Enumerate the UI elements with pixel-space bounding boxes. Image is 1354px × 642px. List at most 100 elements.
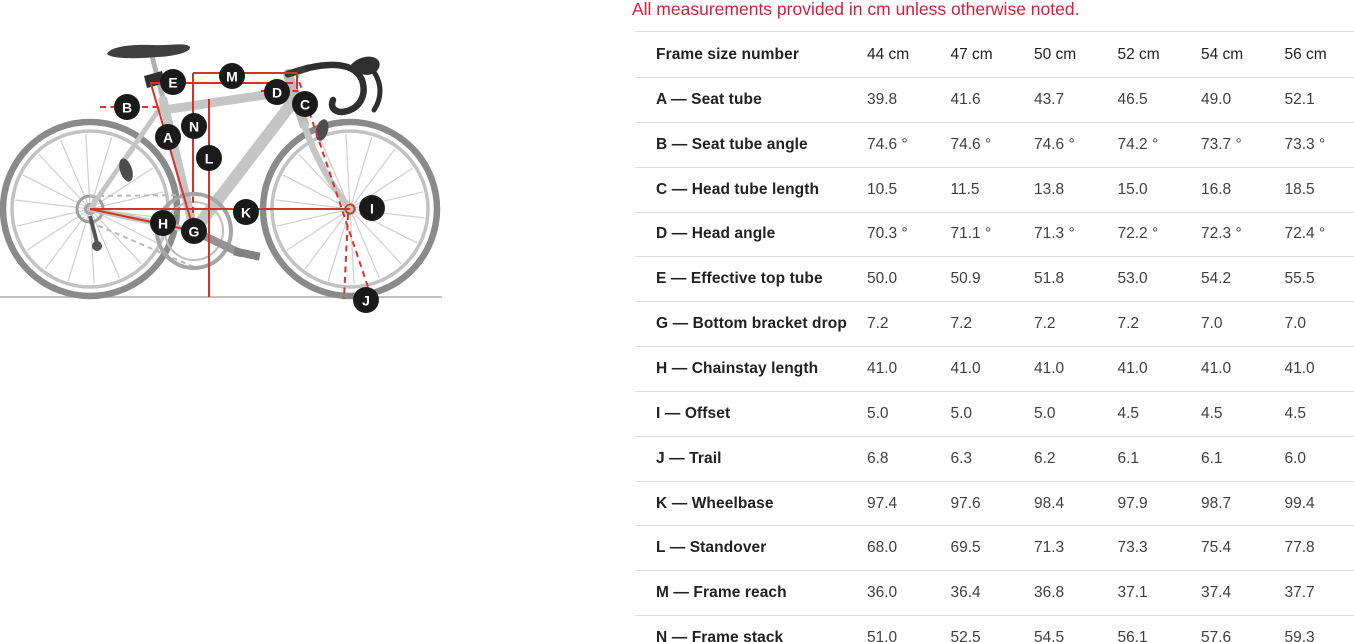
cell-value: 41.6: [950, 90, 981, 108]
cell-value: 77.8: [1284, 539, 1315, 557]
marker-letter: J: [362, 293, 370, 309]
cell-value: 73.3 °: [1284, 135, 1326, 153]
row-label: B — Seat tube angle: [656, 135, 808, 153]
marker-letter: H: [158, 216, 168, 232]
cell-value: 97.6: [950, 494, 981, 512]
cell-value: 50.9: [950, 270, 981, 288]
marker-letter: E: [168, 75, 177, 91]
cell-value: 69.5: [950, 539, 981, 557]
table-row: N — Frame stack 51.0 52.5 54.5 56.1 57.6 59.3: [635, 616, 1354, 642]
cell-value: 6.0: [1284, 449, 1307, 467]
cell-value: 41.0: [867, 359, 898, 377]
cell-value: 54.5: [1034, 629, 1065, 642]
line-J-trail-vertical: [343, 213, 349, 300]
column-header-size: 47 cm: [950, 45, 993, 63]
cell-value: 41.0: [950, 359, 981, 377]
drivetrain: [88, 194, 195, 268]
cell-value: 36.8: [1034, 584, 1065, 602]
table-row: H — Chainstay length 41.0 41.0 41.0 41.0 41.0…: [635, 347, 1354, 392]
marker-letter: K: [241, 205, 251, 221]
marker-letter: M: [226, 69, 238, 85]
cell-value: 54.2: [1201, 270, 1232, 288]
line-H-chainstay: [89, 208, 195, 232]
seat-stay: [87, 101, 166, 212]
fork: [300, 120, 354, 213]
diagram-marker-G: G: [181, 218, 207, 244]
cell-value: 97.9: [1117, 494, 1148, 512]
cell-value: 10.5: [867, 180, 898, 198]
cell-value: 7.2: [1034, 315, 1056, 333]
cell-value: 97.4: [867, 494, 898, 512]
marker-letter: A: [163, 130, 173, 146]
cell-value: 73.3: [1117, 539, 1148, 557]
row-label: M — Frame reach: [656, 584, 787, 602]
cell-value: 7.2: [867, 315, 889, 333]
components: [107, 44, 383, 182]
geometry-table: Frame size number 44 cm 47 cm 50 cm 52 cm 54…: [635, 31, 1354, 642]
cell-value: 46.5: [1117, 90, 1148, 108]
diagram-marker-D: D: [264, 79, 290, 105]
cell-value: 74.6 °: [1034, 135, 1075, 153]
diagram-marker-B: B: [114, 94, 140, 120]
front-brake-caliper: [315, 119, 329, 141]
cell-value: 98.7: [1201, 494, 1232, 512]
diagram-marker-H: H: [150, 210, 176, 236]
table-row: A — Seat tube 39.8 41.6 43.7 46.5 49.0 52.1: [635, 78, 1354, 123]
cell-value: 71.3 °: [1034, 225, 1075, 243]
table-row: M — Frame reach 36.0 36.4 36.8 37.1 37.4 37.7: [635, 571, 1354, 617]
chain-bottom: [89, 221, 195, 268]
cell-value: 51.0: [867, 629, 898, 642]
cell-value: 41.0: [1201, 359, 1232, 377]
cell-value: 52.1: [1284, 90, 1315, 108]
cell-value: 71.3: [1034, 539, 1065, 557]
cell-value: 37.4: [1201, 584, 1232, 602]
measurement-note: All measurements provided in cm unless o…: [632, 0, 1080, 19]
marker-letter: D: [272, 85, 282, 101]
column-header-size: 44 cm: [867, 45, 910, 63]
cell-value: 53.0: [1117, 270, 1148, 288]
cell-value: 74.2 °: [1117, 135, 1159, 153]
row-label: I — Offset: [656, 404, 731, 422]
diagram-marker-A: A: [155, 124, 181, 150]
table-row: E — Effective top tube 50.0 50.9 51.8 53.0 54…: [635, 257, 1354, 303]
cell-value: 5.0: [950, 404, 973, 422]
cell-value: 5.0: [1034, 404, 1056, 422]
pedal: [233, 247, 261, 261]
row-label: K — Wheelbase: [656, 494, 774, 512]
column-header-size: 56 cm: [1284, 45, 1327, 63]
front-hub-mark: [344, 203, 356, 215]
cell-value: 49.0: [1201, 90, 1232, 108]
line-A-seat-tube: [150, 83, 195, 232]
cell-value: 72.4 °: [1284, 225, 1326, 243]
cell-value: 41.0: [1284, 359, 1315, 377]
saddle: [107, 44, 191, 59]
table-header-row: Frame size number 44 cm 47 cm 50 cm 52 cm 54…: [635, 32, 1354, 78]
cell-value: 6.3: [950, 449, 973, 467]
diagram-marker-N: N: [181, 113, 207, 139]
cell-value: 37.1: [1117, 584, 1148, 602]
cell-value: 72.2 °: [1117, 225, 1159, 243]
row-label: H — Chainstay length: [656, 359, 819, 377]
line-steering-axis: [295, 71, 373, 300]
cell-value: 41.0: [1034, 359, 1065, 377]
row-label: L — Standover: [656, 539, 767, 557]
cell-value: 16.8: [1201, 180, 1232, 198]
cell-value: 50.0: [867, 270, 898, 288]
cell-value: 18.5: [1284, 180, 1315, 198]
row-label: N — Frame stack: [656, 629, 784, 642]
cell-value: 6.2: [1034, 449, 1056, 467]
cell-value: 43.7: [1034, 90, 1065, 108]
cell-value: 5.0: [867, 404, 889, 422]
marker-letter: C: [300, 97, 310, 113]
cell-value: 6.8: [867, 449, 889, 467]
cell-value: 13.8: [1034, 180, 1065, 198]
row-label: G — Bottom bracket drop: [656, 315, 847, 333]
diagram-marker-J: J: [353, 287, 379, 313]
rear-brake-caliper: [119, 158, 133, 182]
cell-value: 74.6 °: [950, 135, 992, 153]
cell-value: 55.5: [1284, 270, 1315, 288]
cell-value: 7.2: [950, 315, 973, 333]
marker-letter: G: [189, 224, 200, 240]
marker-letter: N: [189, 119, 199, 135]
